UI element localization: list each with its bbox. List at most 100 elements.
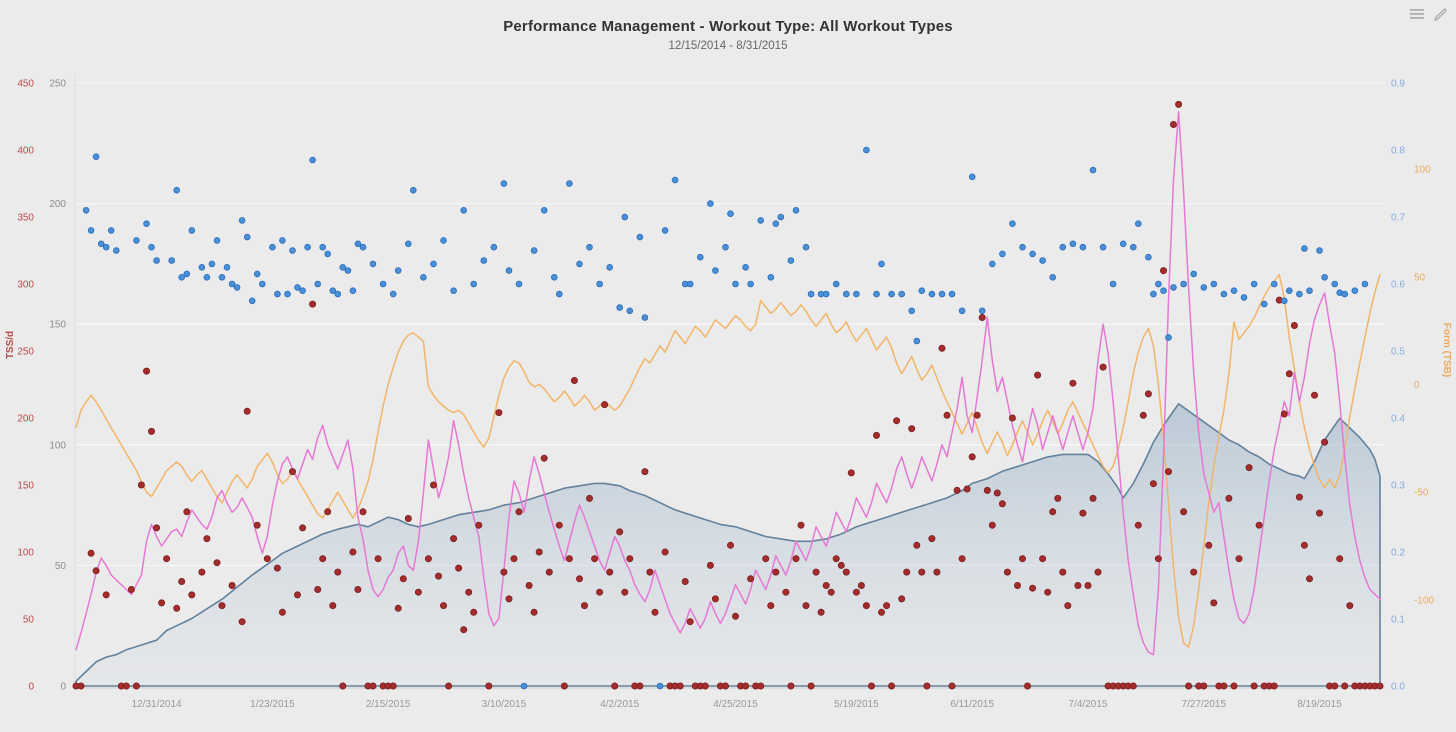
tss-scatter-point	[601, 401, 609, 409]
tss-scatter-point	[445, 682, 453, 690]
if-scatter-point	[616, 304, 623, 311]
if-scatter-point	[661, 227, 669, 234]
if-scatter-point	[334, 290, 342, 298]
tss-scatter-point	[747, 575, 755, 583]
tss-scatter-point	[475, 521, 483, 529]
tss-scatter-point	[822, 582, 830, 590]
if-scatter-point	[1351, 287, 1359, 295]
if-scatter-point	[107, 227, 115, 234]
x-tick-label: 5/19/2015	[834, 699, 879, 710]
tss-scatter-point	[988, 521, 996, 529]
tss-scatter-point	[102, 591, 110, 599]
tss-scatter-point	[560, 682, 568, 690]
if-scatter-point	[1270, 280, 1278, 288]
if-scatter-point	[1109, 280, 1117, 288]
if-scatter-point	[274, 290, 281, 298]
tss-scatter-point	[495, 409, 503, 417]
tss-scatter-point	[641, 468, 649, 476]
tss-scatter-point	[827, 588, 835, 596]
if-scatter-point	[928, 290, 936, 298]
tss-scatter-point	[1064, 602, 1072, 610]
tss-scatter-point	[1270, 682, 1278, 690]
tss-scatter-point	[832, 555, 840, 563]
if-scatter-point	[233, 284, 241, 291]
if-scatter-point	[822, 290, 830, 298]
tss-scatter-point	[525, 582, 533, 590]
if-scatter-point	[82, 207, 90, 214]
if-scatter-point	[269, 243, 276, 251]
tss-scatter-point	[218, 602, 226, 610]
chart-toolbar	[1409, 6, 1448, 22]
if-scatter-point	[888, 290, 895, 298]
tss-scatter-point	[92, 567, 100, 575]
if-scatter-point	[1200, 284, 1208, 291]
tss-scatter-point	[565, 555, 573, 563]
if-scatter-point	[978, 307, 986, 315]
tss-scatter-point	[1300, 541, 1308, 549]
tss-scatter-point	[359, 508, 367, 516]
if-scatter-point	[1079, 243, 1087, 251]
tss-scatter-point	[1034, 371, 1042, 379]
tss-scatter-point	[837, 561, 845, 569]
tss-scatter-point	[772, 568, 780, 576]
tss-scatter-point	[1019, 555, 1027, 563]
menu-icon[interactable]	[1409, 6, 1425, 22]
edit-icon[interactable]	[1432, 6, 1448, 22]
tss-scatter-point	[1165, 468, 1173, 476]
y-tick-label: 0.4	[1391, 414, 1405, 425]
if-scatter-point	[958, 307, 966, 315]
tss-scatter-point	[238, 618, 246, 626]
if-scatter-point	[1145, 253, 1152, 261]
tss-scatter-point	[1235, 555, 1243, 563]
tss-scatter-point	[127, 586, 135, 594]
if-scatter-point	[223, 263, 231, 271]
tss-scatter-point	[203, 535, 211, 543]
tss-scatter-point	[983, 486, 991, 494]
tss-scatter-point	[862, 602, 870, 610]
tss-scatter-point	[913, 541, 921, 549]
if-scatter-point	[1190, 270, 1197, 278]
y-tick-label: 0.1	[1391, 615, 1405, 626]
tss-scatter-point	[404, 515, 412, 523]
if-scatter-point	[294, 284, 301, 291]
tss-scatter-point	[1149, 480, 1157, 488]
if-scatter-point	[1281, 297, 1288, 305]
if-scatter-point	[359, 243, 367, 251]
if-scatter-point	[480, 257, 488, 264]
tss-scatter-point	[742, 682, 750, 690]
if-scatter-point	[1250, 280, 1258, 288]
x-tick-label: 3/10/2015	[482, 699, 527, 710]
tss-scatter-point	[414, 588, 422, 596]
if-scatter-point	[732, 280, 739, 288]
if-scatter-point	[203, 273, 211, 281]
if-scatter-point	[304, 243, 311, 251]
tss-scatter-point	[434, 572, 442, 580]
if-scatter-point	[1099, 243, 1107, 251]
tss-scatter-point	[153, 524, 161, 532]
tss-scatter-point	[711, 595, 719, 603]
if-scatter-point	[1260, 300, 1268, 308]
tss-scatter-point	[1099, 363, 1107, 371]
if-scatter-point	[671, 176, 679, 184]
if-scatter-point	[1155, 280, 1162, 288]
tss-scatter-point	[1134, 521, 1142, 529]
if-scatter-point	[1130, 243, 1137, 251]
tss-scatter-point	[1225, 494, 1233, 502]
if-scatter-point	[555, 290, 563, 298]
chart-date-range: 12/15/2014 - 8/31/2015	[668, 40, 788, 52]
if-scatter-point	[284, 290, 291, 298]
tss-scatter-point	[500, 568, 508, 576]
if-scatter-point	[102, 243, 110, 251]
x-tick-label: 12/31/2014	[132, 699, 182, 710]
tss-scatter-point	[1129, 682, 1137, 690]
tss-scatter-point	[651, 608, 659, 616]
if-scatter-point	[727, 210, 734, 218]
tss-scatter-point	[898, 595, 906, 603]
if-scatter-point	[540, 207, 548, 214]
if-scatter-point	[742, 263, 749, 271]
tss-scatter-point	[510, 555, 518, 563]
tss-scatter-point	[576, 575, 584, 583]
tss-scatter-point	[354, 586, 362, 594]
y-tick-label: -100	[1414, 595, 1434, 606]
